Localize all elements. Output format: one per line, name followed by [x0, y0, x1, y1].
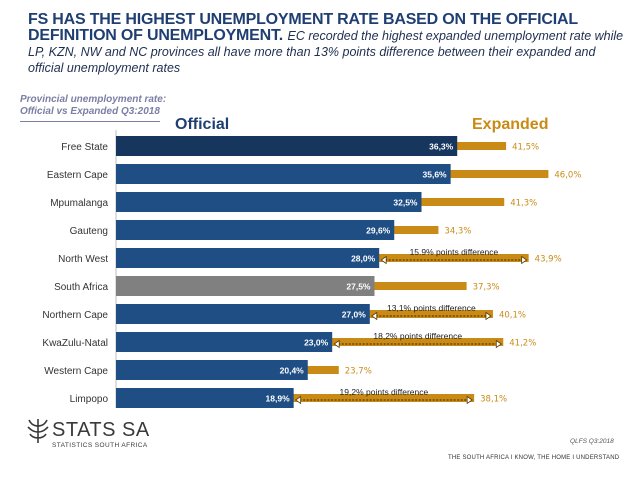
official-value-label: 23,0% — [304, 338, 329, 348]
headline-italic: EC recorded the highest expanded unemplo… — [28, 29, 624, 75]
difference-arrow-head-left — [333, 339, 340, 349]
logo-wordmark: STATS SA — [52, 419, 150, 441]
headline-bold: FS HAS THE HIGHEST UNEMPLOYMENT RATE BAS… — [28, 11, 578, 44]
difference-arrow-head-right — [521, 255, 528, 265]
unemployment-bar-chart: 0%5%10%15%20%25%30%35%40%45%50%Free Stat… — [42, 130, 581, 408]
difference-arrow-head-left — [294, 395, 302, 405]
category-label: Free State — [61, 142, 108, 153]
category-label: Western Cape — [44, 366, 108, 377]
category-label: Eastern Cape — [47, 170, 109, 181]
category-label: Gauteng — [70, 226, 108, 237]
headline: FS HAS THE HIGHEST UNEMPLOYMENT RATE BAS… — [28, 12, 628, 76]
official-value-label: 27,5% — [346, 282, 371, 292]
logo-subtitle: STATISTICS SOUTH AFRICA — [52, 442, 148, 449]
expanded-bar — [116, 394, 475, 402]
legend-official: Official — [175, 116, 230, 133]
expanded-value-label: 40,1% — [499, 311, 526, 321]
side-label-divider — [20, 121, 160, 122]
category-label: Mpumalanga — [50, 198, 108, 209]
official-value-label: 36,3% — [429, 142, 454, 152]
category-label: KwaZulu-Natal — [42, 338, 108, 349]
official-bar — [116, 248, 380, 268]
difference-annotation-label: 19,2% points difference — [340, 387, 429, 397]
expanded-value-label: 41,3% — [510, 199, 537, 209]
official-value-label: 32,5% — [393, 198, 418, 208]
difference-annotation-label: 13,1% points difference — [387, 303, 476, 313]
expanded-value-label: 43,9% — [535, 255, 562, 265]
official-bar — [116, 388, 294, 408]
expanded-value-label: 46,0% — [554, 171, 581, 181]
official-value-label: 20,4% — [280, 366, 305, 376]
official-bar — [116, 360, 308, 380]
difference-arrow-head-right — [466, 395, 473, 405]
expanded-value-label: 41,2% — [509, 339, 536, 349]
official-value-label: 28,0% — [351, 254, 376, 264]
official-value-label: 18,9% — [266, 394, 291, 404]
footer-tagline: THE SOUTH AFRICA I KNOW, THE HOME I UNDE… — [448, 455, 620, 461]
category-label: North West — [58, 254, 108, 265]
expanded-value-label: 38,1% — [480, 395, 507, 405]
difference-annotation-label: 15.9% points difference — [410, 247, 499, 257]
expanded-value-label: 41,5% — [512, 143, 539, 153]
expanded-value-label: 37,3% — [473, 283, 500, 293]
difference-arrow-head-right — [495, 339, 502, 349]
official-bar — [116, 136, 458, 156]
category-label: South Africa — [54, 282, 108, 293]
official-bar — [116, 192, 422, 212]
official-bar — [116, 332, 333, 352]
official-bar — [116, 276, 375, 296]
stats-sa-logo-icon — [27, 419, 49, 443]
difference-annotation-label: 18,2% points difference — [373, 331, 462, 341]
legend-expanded: Expanded — [472, 116, 549, 133]
difference-arrow-head-left — [371, 311, 378, 321]
official-value-label: 35,6% — [423, 170, 448, 180]
difference-arrow-head-right — [485, 311, 492, 321]
official-value-label: 29,6% — [366, 226, 391, 236]
category-label: Northern Cape — [42, 310, 108, 321]
difference-arrow-head-left — [380, 255, 387, 265]
expanded-value-label: 34,3% — [444, 227, 471, 237]
official-bar — [116, 220, 395, 240]
source-note: QLFS Q3:2018 — [570, 438, 614, 445]
official-bar — [116, 304, 370, 324]
official-value-label: 27,0% — [342, 310, 367, 320]
official-bar — [116, 164, 451, 184]
expanded-value-label: 23,7% — [345, 367, 372, 377]
category-label: Limpopo — [70, 394, 109, 405]
chart-side-label: Provincial unemployment rate: Official v… — [20, 94, 167, 117]
